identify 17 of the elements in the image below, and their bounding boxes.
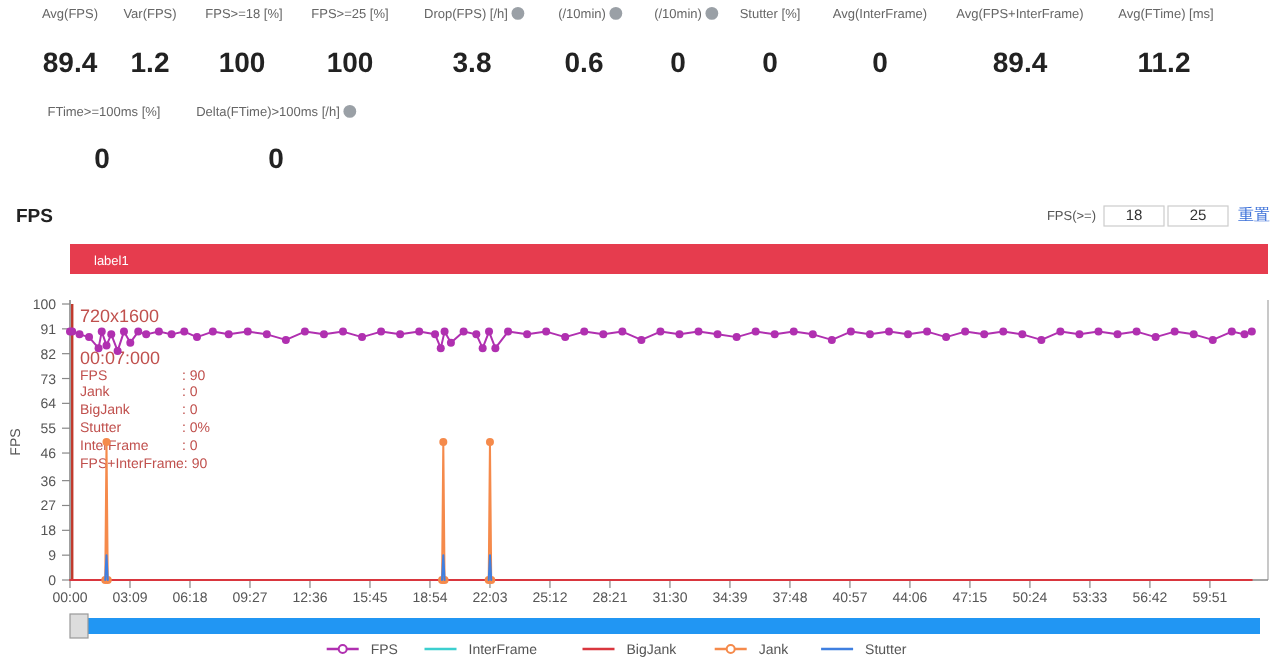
chart-title: FPS xyxy=(16,206,53,228)
annotation: 00:07:000 xyxy=(80,348,161,368)
data-label: 11.2 xyxy=(1137,46,1191,78)
annotation: 720x1600 xyxy=(80,306,160,326)
data-label: 1.2 xyxy=(130,46,170,78)
data-label: 0 xyxy=(268,142,285,174)
data-label: 89.4 xyxy=(42,46,98,78)
data-label: 0 xyxy=(762,46,779,78)
data-label: 3.8 xyxy=(452,46,492,78)
text: 重置 xyxy=(1238,206,1270,224)
data-label: 0.6 xyxy=(564,46,604,78)
data-label: 100 xyxy=(326,46,374,78)
data-label: 0 xyxy=(872,46,889,78)
data-label: 0 xyxy=(94,142,111,174)
data-label: 100 xyxy=(218,46,266,78)
data-label: 0 xyxy=(670,46,687,78)
data-label: 89.4 xyxy=(992,46,1048,78)
